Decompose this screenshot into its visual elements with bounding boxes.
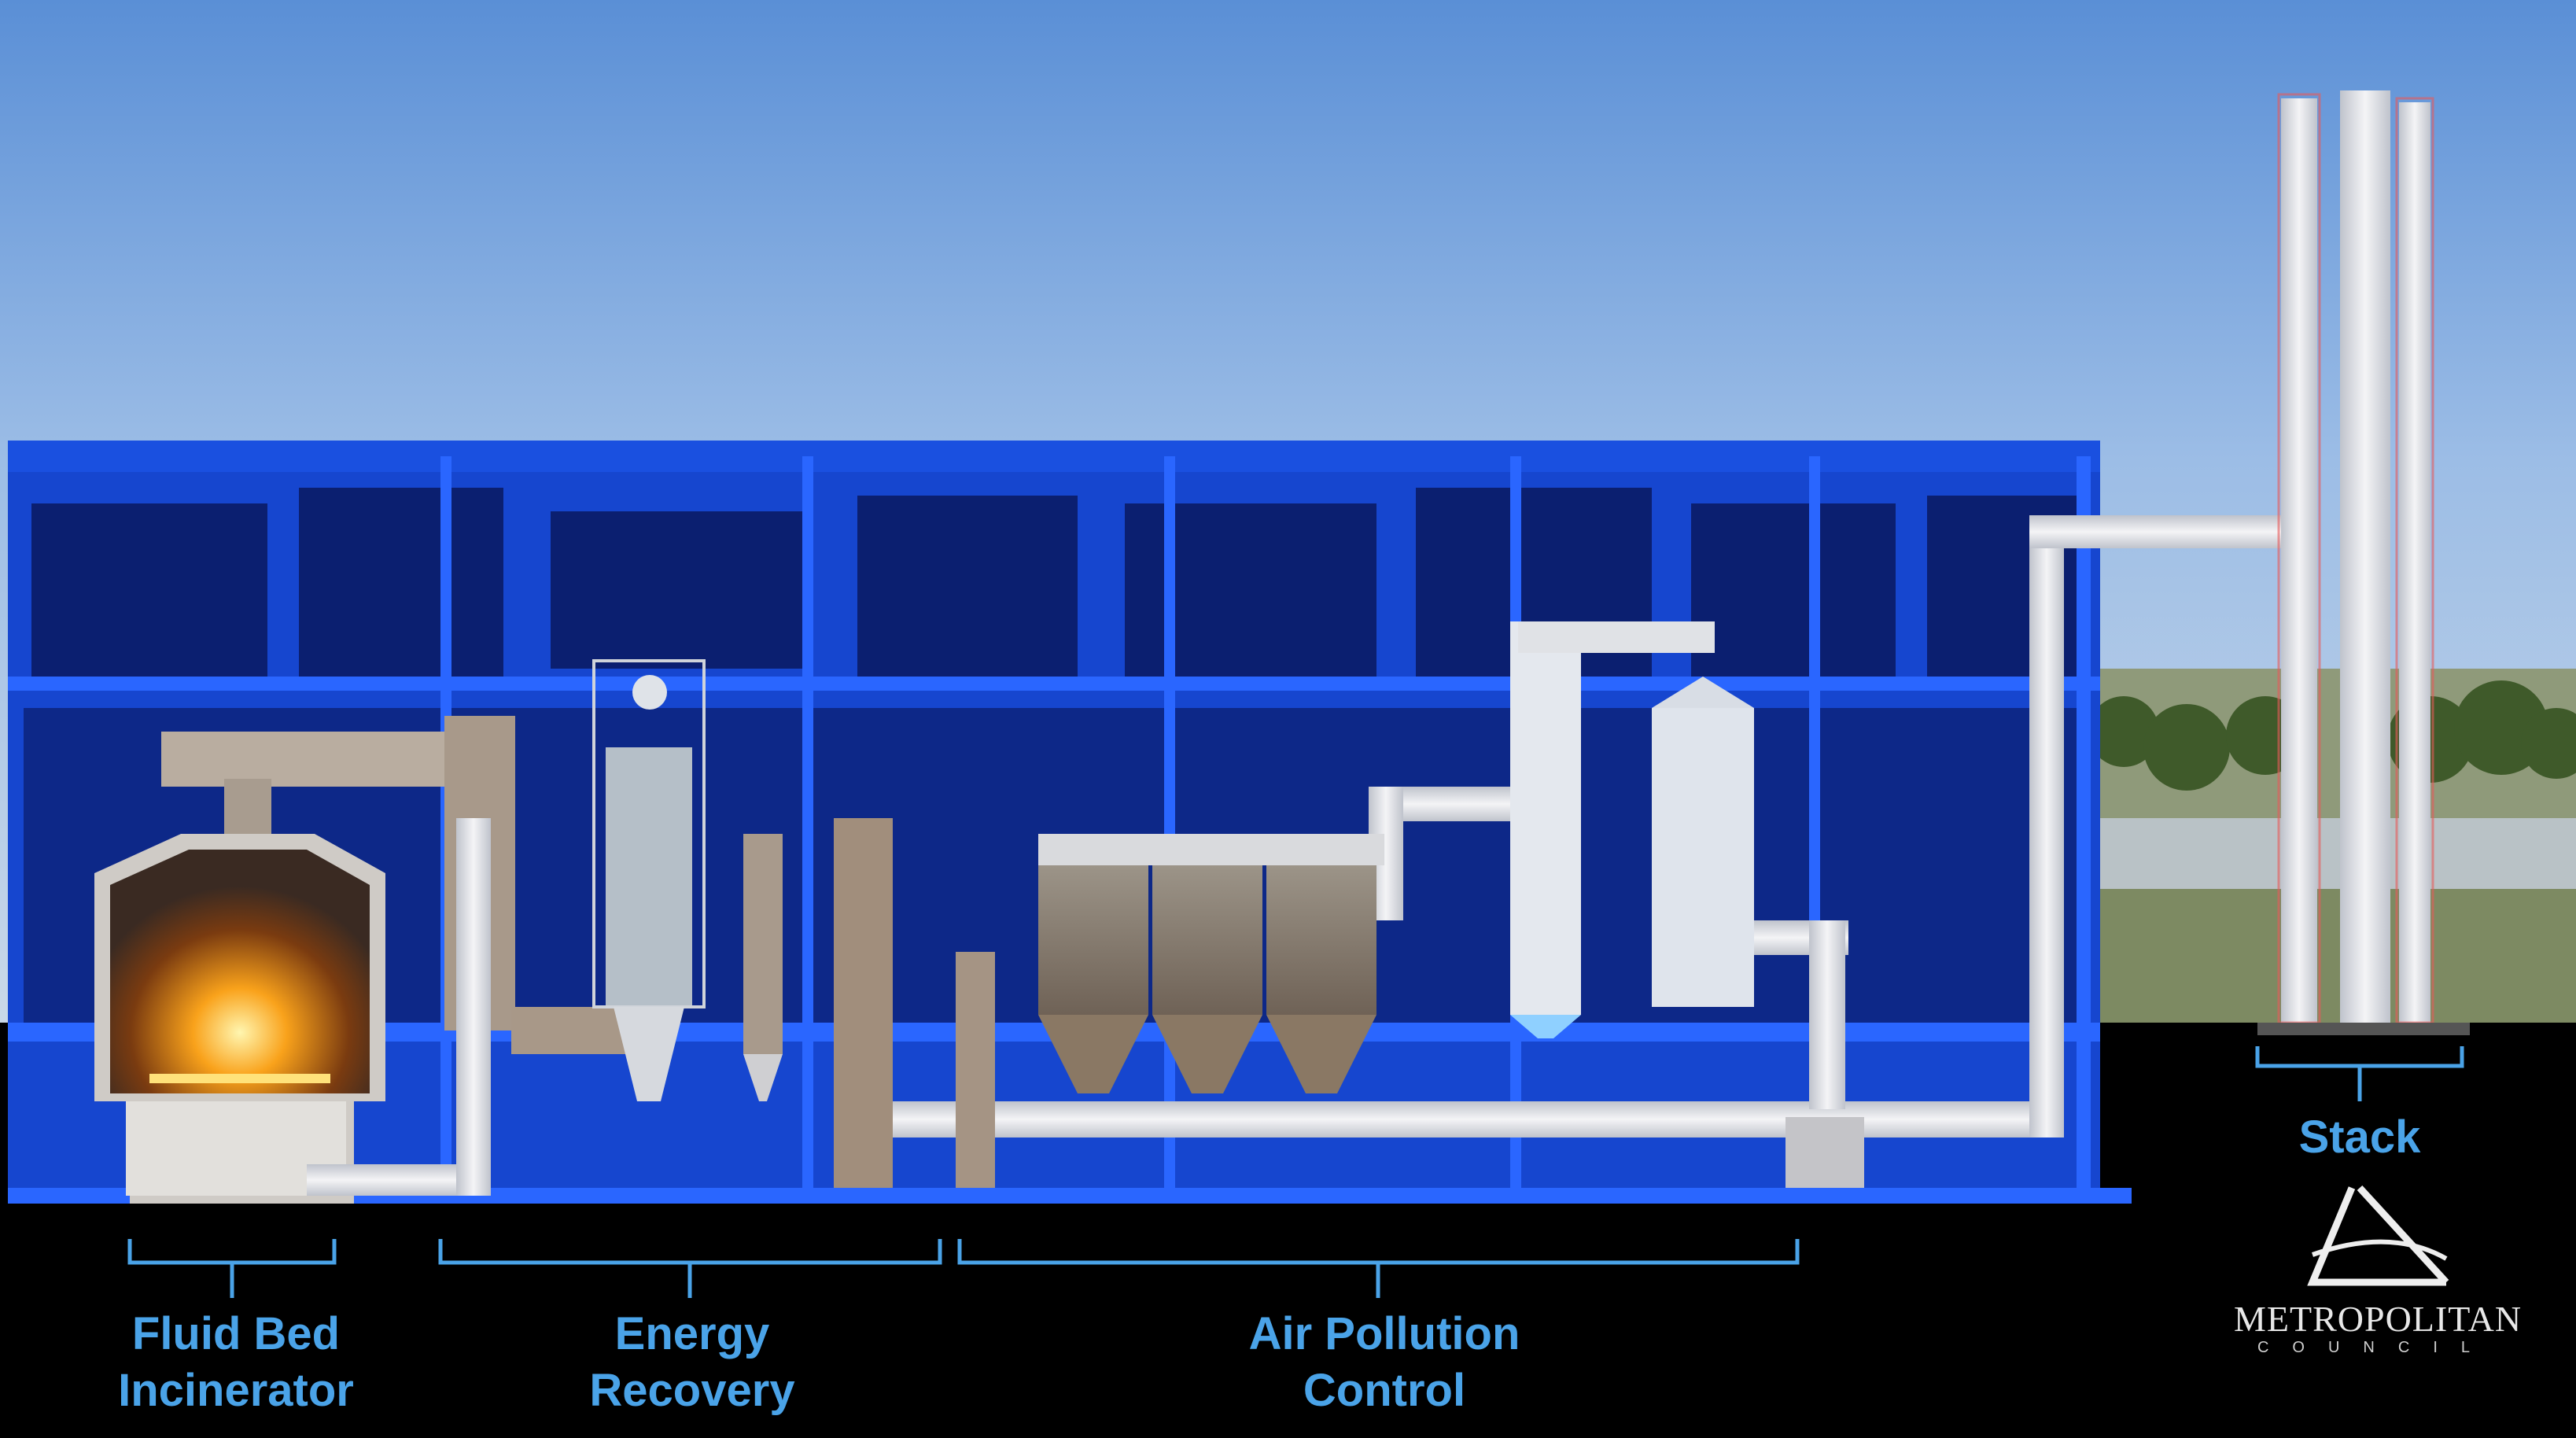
label-incinerator-line2: Incinerator	[118, 1365, 354, 1416]
label-fluid-bed-incinerator: Fluid Bed Incinerator	[87, 1306, 385, 1419]
label-energy-line2: Recovery	[589, 1365, 795, 1416]
label-energy-line1: Energy	[614, 1308, 770, 1359]
label-air-pollution-control: Air Pollution Control	[1180, 1306, 1589, 1419]
energy-recovery-boiler	[511, 659, 893, 1188]
air-pollution-control	[956, 621, 1864, 1188]
stack	[2257, 90, 2470, 1035]
metropolitan-council-logo-mark	[2307, 1185, 2449, 1286]
logo-name: METROPOLITAN	[2234, 1299, 2523, 1339]
brackets	[127, 1046, 2464, 1298]
logo-sub: COUNCIL	[2257, 1339, 2493, 1356]
label-stack-text: Stack	[2298, 1112, 2421, 1163]
label-air-line1: Air Pollution	[1248, 1308, 1520, 1359]
label-incinerator-line1: Fluid Bed	[131, 1308, 341, 1359]
label-energy-recovery: Energy Recovery	[543, 1306, 842, 1419]
ductwork	[307, 515, 2297, 1196]
label-air-line2: Control	[1303, 1365, 1466, 1416]
label-stack: Stack	[2242, 1109, 2478, 1166]
